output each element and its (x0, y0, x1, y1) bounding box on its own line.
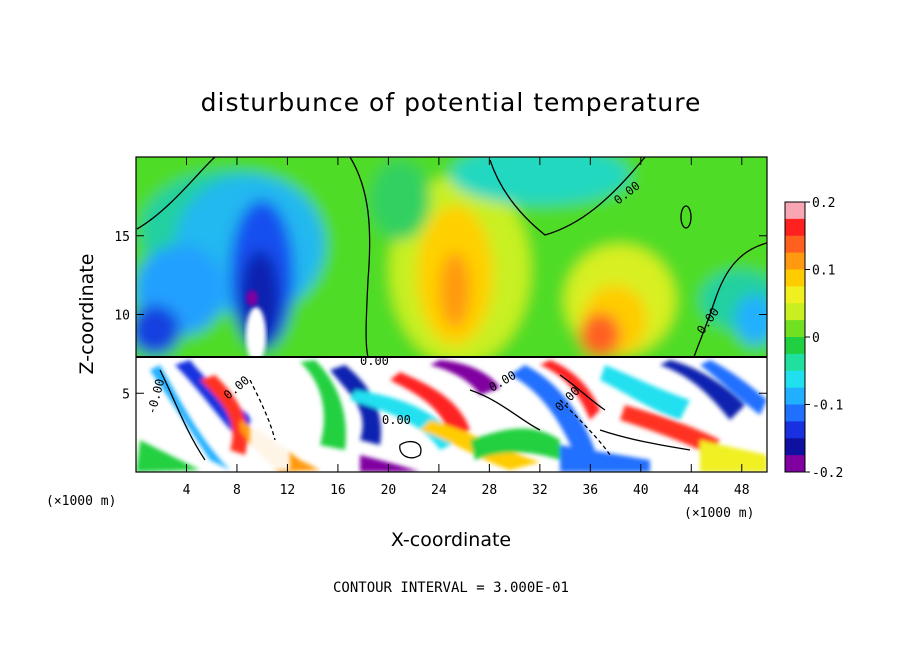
contour-lines (136, 157, 767, 461)
colorbar-swatch (785, 421, 805, 439)
x-tick-label: 36 (582, 483, 598, 498)
lower-field-layer (136, 357, 767, 472)
x-unit-label-left: (×1000 m) (46, 494, 116, 509)
x-tick-label: 20 (381, 483, 397, 498)
chart-title: disturbunce of potential temperature (201, 88, 702, 117)
colorbar: 0.2 0.1 0 -0.1 -0.2 (784, 196, 843, 481)
x-axis-label: X-coordinate (391, 529, 511, 551)
x-tick-label: 48 (734, 483, 750, 498)
colorbar-swatch (785, 438, 805, 456)
colorbar-tick-label: 0.2 (812, 196, 835, 211)
colorbar-swatch (785, 404, 805, 422)
colorbar-swatch (785, 235, 805, 254)
colorbar-tick-label: -0.1 (812, 399, 843, 414)
x-tick-label: 40 (633, 483, 649, 498)
contour-label: 0.00 (360, 354, 389, 368)
colorbar-tick-label: -0.2 (812, 466, 843, 481)
y-axis-label: Z-coordinate (76, 254, 98, 375)
colorbar-swatch (785, 387, 805, 405)
x-unit-label-right: (×1000 m) (684, 506, 754, 521)
x-tick-label: 28 (482, 483, 498, 498)
colorbar-swatch (785, 269, 805, 287)
x-tick-label: 24 (431, 483, 447, 498)
colorbar-tick-label: 0 (812, 331, 820, 346)
colorbar-swatch (785, 353, 805, 372)
y-tick-label: 15 (114, 230, 130, 245)
min-core-marker (246, 307, 266, 363)
colorbar-swatch (785, 252, 805, 270)
colorbar-swatch (785, 286, 805, 304)
y-tick-label: 10 (114, 309, 130, 324)
colorbar-swatch (785, 337, 805, 355)
colorbar-swatch (785, 320, 805, 338)
contour-interval-note: CONTOUR INTERVAL = 3.000E-01 (333, 580, 569, 596)
colorbar-swatch (785, 370, 805, 389)
x-tick-label: 16 (330, 483, 346, 498)
x-tick-label: 4 (183, 483, 191, 498)
contour-label: 0.00 (382, 413, 411, 427)
colorbar-swatch (785, 218, 805, 237)
colorbar-swatch (785, 455, 805, 473)
colorbar-swatch (785, 303, 805, 321)
colorbar-swatch (785, 202, 805, 220)
upper-field-layer (136, 157, 767, 370)
x-tick-label: 32 (532, 483, 548, 498)
x-tick-label: 8 (233, 483, 241, 498)
colorbar-tick-label: 0.1 (812, 264, 835, 279)
y-tick-label: 5 (122, 387, 130, 402)
plot-area: 0.00 0.00 0.00 -0.00 0.00 0.00 0.00 0.00 (136, 157, 767, 472)
x-axis-ticks: 4 8 12 16 20 24 28 32 36 40 44 48 (183, 157, 750, 498)
x-tick-label: 12 (280, 483, 296, 498)
x-tick-label: 44 (683, 483, 699, 498)
y-axis-ticks: 5 10 15 (114, 230, 767, 402)
